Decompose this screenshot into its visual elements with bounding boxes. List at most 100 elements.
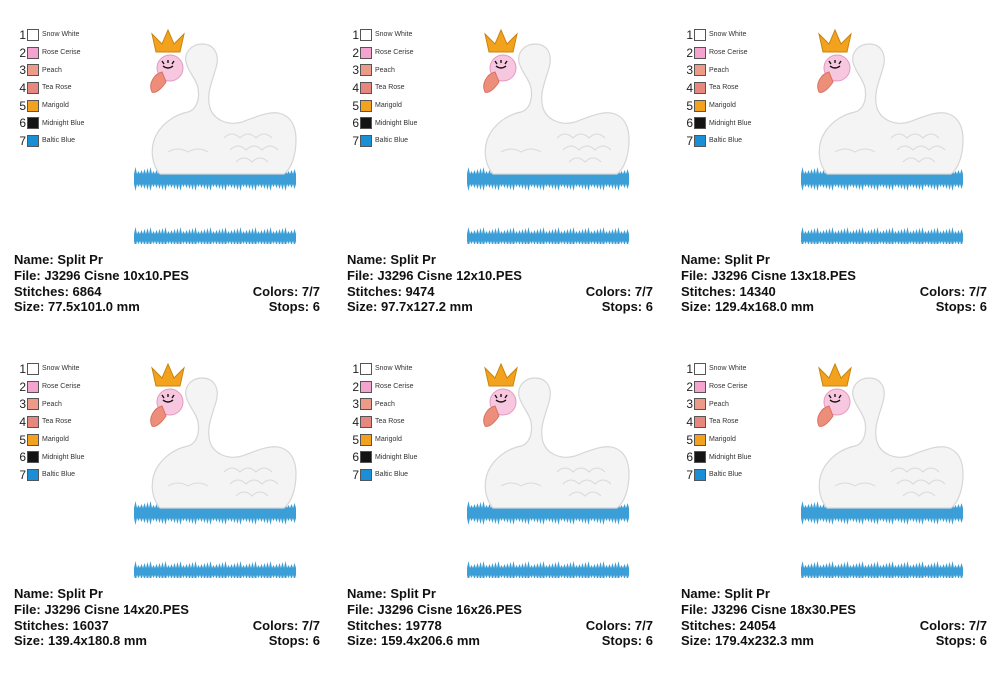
file-value: J3296 Cisne 18x30.PES (711, 601, 856, 617)
stitches-row: Stitches: 6864 Colors: 7/7 (14, 284, 320, 300)
legend-item: 4 Tea Rose (347, 79, 457, 97)
swan-beak-icon (817, 71, 834, 93)
color-swatch (360, 28, 372, 41)
stops-label: Stops: (935, 633, 977, 649)
file-label: File: (14, 601, 41, 617)
stops-label: Stops: (601, 633, 643, 649)
legend-item: 7 Baltic Blue (347, 466, 457, 484)
legend-color-name: Snow White (42, 365, 80, 373)
color-legend: 1 Snow White 2 Rose Cerise 3 Peach 4 Tea Rose 5 M… (347, 26, 457, 150)
legend-number: 2 (19, 45, 26, 60)
stitches-value: 16037 (72, 617, 109, 633)
legend-color-name: Marigold (375, 102, 402, 110)
legend-color-name: Tea Rose (375, 418, 405, 426)
stitches-value: 24054 (739, 617, 776, 633)
file-label: File: (681, 601, 708, 617)
stitches-label: Stitches: (14, 283, 69, 299)
legend-item: 3 Peach (681, 395, 791, 413)
size-value: 159.4x206.6 mm (380, 633, 480, 649)
size-value: 139.4x180.8 mm (47, 633, 147, 649)
legend-number: 1 (19, 27, 26, 42)
legend-item: 2 Rose Cerise (347, 378, 457, 396)
stitches-label: Stitches: (14, 617, 69, 633)
size-label: Size: (14, 633, 45, 649)
name-value: Split Pr (724, 252, 770, 267)
size-label: Size: (681, 633, 712, 649)
legend-item: 5 Marigold (347, 431, 457, 449)
legend-color-name: Peach (375, 400, 395, 408)
size-value: 129.4x168.0 mm (714, 299, 814, 315)
water-bottom-icon (801, 561, 963, 578)
stops-value: 6 (979, 633, 987, 649)
swan-with-crown-icon (134, 28, 297, 244)
stops-value: 6 (979, 299, 987, 315)
legend-number: 4 (352, 414, 359, 429)
stitches-row: Stitches: 19778 Colors: 7/7 (347, 618, 653, 634)
legend-color-name: Peach (42, 400, 62, 408)
color-swatch (694, 362, 706, 375)
legend-item: 1 Snow White (347, 360, 457, 378)
file-value: J3296 Cisne 12x10.PES (377, 267, 522, 283)
stops-label: Stops: (268, 299, 310, 315)
legend-color-name: Marigold (709, 102, 736, 110)
stops-value: 6 (645, 633, 653, 649)
legend-number: 7 (19, 133, 26, 148)
design-panel: 1 Snow White 2 Rose Cerise 3 Peach 4 Tea Rose 5 M… (681, 26, 1000, 356)
color-swatch (694, 46, 706, 59)
size-label: Size: (347, 633, 378, 649)
design-info: Name: Split Pr File: J3296 Cisne 14x20.P… (14, 586, 320, 649)
size-value: 77.5x101.0 mm (47, 299, 140, 315)
legend-item: 1 Snow White (681, 26, 791, 44)
legend-number: 3 (19, 63, 26, 78)
file-row: File: J3296 Cisne 13x18.PES (681, 268, 987, 284)
legend-item: 3 Peach (347, 61, 457, 79)
colors-value: 7/7 (634, 283, 653, 299)
design-panel: 1 Snow White 2 Rose Cerise 3 Peach 4 Tea Rose 5 M… (347, 26, 667, 356)
color-swatch (360, 81, 372, 94)
stops-label: Stops: (268, 633, 310, 649)
legend-color-name: Peach (709, 66, 729, 74)
legend-color-name: Marigold (42, 102, 69, 110)
water-bottom-icon (134, 227, 296, 244)
legend-color-name: Rose Cerise (375, 49, 414, 57)
name-row: Name: Split Pr (681, 586, 987, 602)
legend-number: 2 (686, 45, 693, 60)
water-bottom-icon (467, 227, 629, 244)
color-swatch (694, 433, 706, 446)
size-row: Size: 159.4x206.6 mm Stops: 6 (347, 633, 653, 649)
size-row: Size: 77.5x101.0 mm Stops: 6 (14, 299, 320, 315)
swan-beak-icon (817, 405, 834, 427)
legend-color-name: Midnight Blue (709, 453, 752, 461)
swan-with-crown-icon (801, 28, 964, 244)
swan-beak-icon (150, 71, 167, 93)
stops-label: Stops: (935, 299, 977, 315)
legend-number: 3 (352, 63, 359, 78)
stops-label: Stops: (601, 299, 643, 315)
name-value: Split Pr (57, 252, 103, 267)
color-swatch (360, 64, 372, 77)
legend-item: 5 Marigold (681, 97, 791, 115)
legend-item: 7 Baltic Blue (14, 132, 124, 150)
color-swatch (360, 415, 372, 428)
legend-item: 6 Midnight Blue (681, 448, 791, 466)
legend-number: 4 (19, 80, 26, 95)
legend-number: 7 (686, 467, 693, 482)
color-swatch (694, 398, 706, 411)
legend-item: 3 Peach (14, 61, 124, 79)
legend-number: 6 (19, 116, 26, 131)
file-row: File: J3296 Cisne 14x20.PES (14, 602, 320, 618)
stitches-value: 6864 (72, 283, 102, 299)
legend-item: 4 Tea Rose (14, 413, 124, 431)
color-swatch (694, 468, 706, 481)
color-swatch (694, 380, 706, 393)
legend-item: 4 Tea Rose (681, 79, 791, 97)
stitches-label: Stitches: (681, 283, 736, 299)
stitches-value: 14340 (739, 283, 776, 299)
legend-item: 2 Rose Cerise (14, 378, 124, 396)
legend-item: 6 Midnight Blue (14, 448, 124, 466)
stitches-value: 9474 (405, 283, 435, 299)
color-legend: 1 Snow White 2 Rose Cerise 3 Peach 4 Tea Rose 5 M… (347, 360, 457, 484)
color-swatch (360, 134, 372, 147)
legend-color-name: Marigold (42, 436, 69, 444)
file-row: File: J3296 Cisne 16x26.PES (347, 602, 653, 618)
